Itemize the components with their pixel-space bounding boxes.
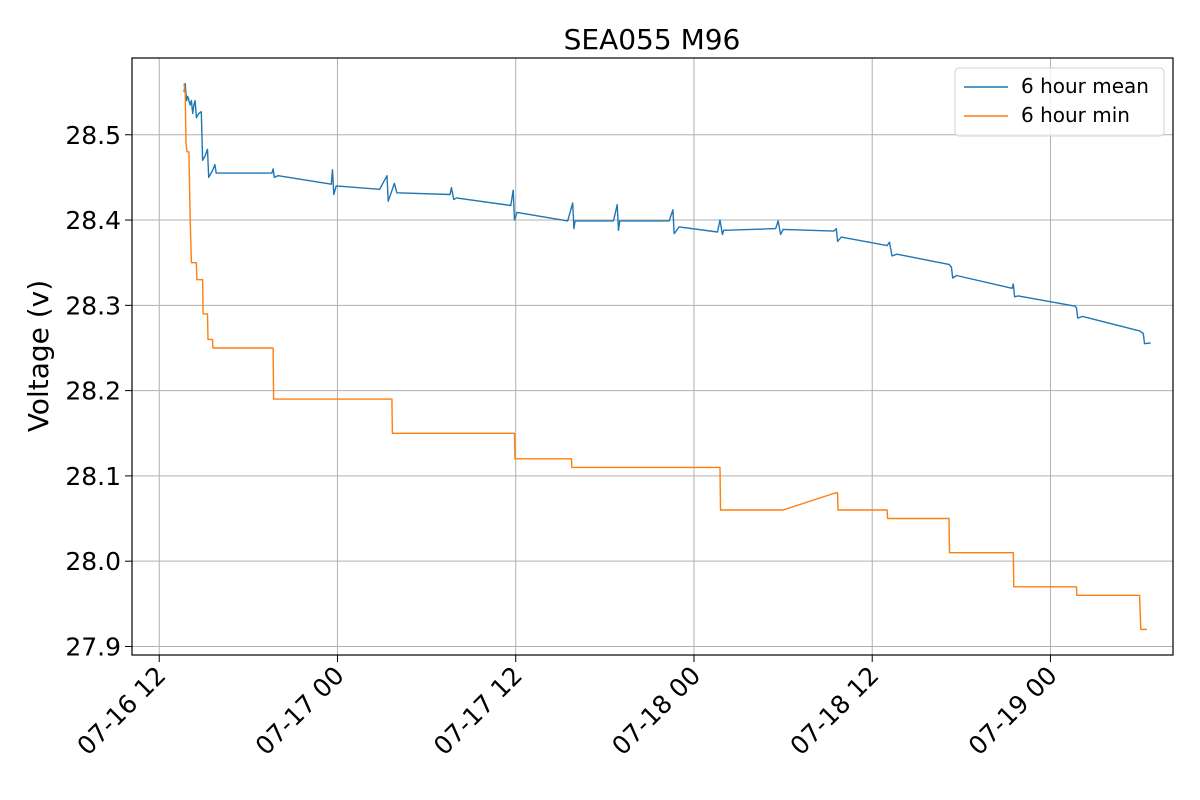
y-tick-label: 28.5 xyxy=(65,121,121,150)
chart-title: SEA055 M96 xyxy=(564,23,741,56)
y-tick-label: 28.2 xyxy=(65,377,121,406)
y-tick-label: 27.9 xyxy=(65,632,121,661)
legend: 6 hour mean 6 hour min xyxy=(954,67,1165,137)
y-tick-label: 28.4 xyxy=(65,206,121,235)
legend-label-min: 6 hour min xyxy=(1021,103,1130,127)
y-tick-label: 28.1 xyxy=(65,462,121,491)
series-line-0 xyxy=(183,82,1151,345)
legend-box xyxy=(954,67,1165,137)
legend-label-mean: 6 hour mean xyxy=(1021,74,1149,98)
grid-lines xyxy=(132,58,1173,655)
series-layer xyxy=(183,82,1151,631)
y-axis-label: Voltage (v) xyxy=(22,280,55,432)
plot-frame xyxy=(131,57,1174,656)
y-tick-label: 28.3 xyxy=(65,291,121,320)
series-line-1 xyxy=(183,83,1147,631)
y-axis: 27.9 28.0 28.1 28.2 28.3 28.4 28.5 xyxy=(65,121,132,661)
y-tick-label: 28.0 xyxy=(65,547,121,576)
